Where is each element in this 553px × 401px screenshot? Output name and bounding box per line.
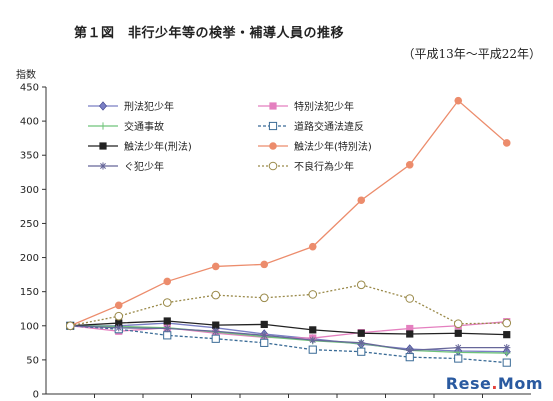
data-point	[357, 339, 365, 347]
data-point	[405, 353, 414, 362]
data-point	[454, 96, 463, 105]
y-tick-label: 200	[20, 253, 39, 264]
data-point	[502, 139, 511, 147]
data-point	[406, 346, 414, 354]
series-line	[70, 284, 507, 327]
data-point	[114, 301, 123, 310]
legend-label: ぐ犯少年	[124, 160, 164, 173]
series-line	[69, 99, 508, 327]
legend-label: 特別法犯少年	[294, 100, 354, 113]
legend-item: ぐ犯少年	[88, 160, 164, 173]
data-point	[99, 122, 107, 130]
y-tick-label: 350	[20, 151, 39, 162]
series-line	[70, 325, 507, 354]
legend-label: 触法少年(特別法)	[294, 140, 372, 153]
data-point	[357, 196, 366, 205]
data-point	[405, 294, 415, 303]
legend-item: 不良行為少年	[258, 160, 354, 173]
series-4	[66, 321, 511, 367]
legend-item: 特別法犯少年	[258, 100, 354, 113]
data-point	[308, 242, 317, 251]
legend-label: 道路交通法違反	[294, 120, 364, 133]
data-point	[454, 329, 462, 337]
chart-title: 第１図 非行少年等の検挙・補導人員の推移	[74, 26, 345, 41]
data-point	[212, 327, 220, 335]
y-tick-label: 50	[26, 355, 39, 366]
data-point	[163, 331, 172, 340]
legend-item: 触法少年(特別法)	[258, 140, 372, 153]
data-point	[260, 260, 269, 269]
data-point	[357, 329, 365, 337]
legend-label: 不良行為少年	[294, 160, 354, 173]
data-point	[268, 161, 278, 171]
legend-label: 刑法犯少年	[124, 100, 174, 113]
legend-item: 触法少年(刑法)	[88, 140, 192, 153]
data-point	[454, 354, 463, 363]
data-point	[211, 262, 220, 271]
resemom-logo: Rese.Mom	[445, 374, 543, 393]
series-line	[70, 325, 507, 364]
chart-period: （平成13年～平成22年）	[402, 47, 541, 61]
data-point	[259, 293, 269, 303]
series-8	[65, 280, 512, 331]
series-line	[70, 325, 507, 351]
y-axis-label: 指数	[16, 70, 36, 81]
data-point	[405, 160, 414, 169]
data-point	[211, 334, 220, 343]
data-point	[115, 324, 123, 332]
data-point	[309, 336, 317, 344]
data-point	[269, 142, 277, 150]
data-point	[99, 162, 107, 170]
data-point	[357, 347, 366, 356]
data-point	[99, 101, 107, 111]
data-point	[309, 326, 317, 334]
legend-item: 交通事故	[88, 120, 164, 133]
data-point	[260, 320, 268, 329]
data-point	[502, 318, 512, 328]
data-point	[211, 290, 221, 300]
data-point	[406, 324, 414, 333]
data-point	[99, 142, 107, 150]
data-point	[356, 280, 366, 290]
data-point	[268, 121, 278, 131]
data-point	[269, 102, 277, 110]
y-tick-label: 450	[20, 83, 39, 94]
y-tick-label: 0	[33, 390, 39, 401]
data-point	[260, 338, 269, 347]
data-point	[163, 277, 172, 286]
y-tick-label: 250	[20, 219, 39, 230]
series-line	[70, 321, 507, 339]
series-6	[66, 96, 511, 330]
series-5	[66, 317, 511, 339]
y-tick-label: 100	[20, 321, 39, 332]
y-tick-label: 300	[20, 185, 39, 196]
data-point	[65, 321, 75, 331]
data-point	[453, 319, 463, 329]
data-point	[212, 321, 220, 329]
legend-item: 道路交通法違反	[258, 120, 364, 133]
legend-label: 交通事故	[124, 120, 164, 133]
legend-item: 刑法犯少年	[88, 100, 174, 113]
data-point	[406, 330, 414, 338]
data-point	[115, 319, 123, 327]
data-point	[260, 331, 268, 339]
data-point	[503, 331, 511, 339]
y-tick-label: 400	[20, 117, 39, 128]
data-point	[163, 324, 171, 333]
data-point	[163, 317, 171, 325]
data-point	[503, 344, 511, 352]
data-point	[114, 311, 124, 321]
series-line	[70, 322, 507, 353]
data-point	[308, 290, 318, 299]
data-point	[502, 358, 511, 367]
legend-label: 触法少年(刑法)	[124, 140, 192, 153]
data-point	[162, 298, 172, 307]
data-point	[308, 345, 317, 354]
data-point	[454, 344, 462, 352]
y-tick-label: 150	[20, 287, 39, 298]
series-line	[70, 320, 507, 336]
